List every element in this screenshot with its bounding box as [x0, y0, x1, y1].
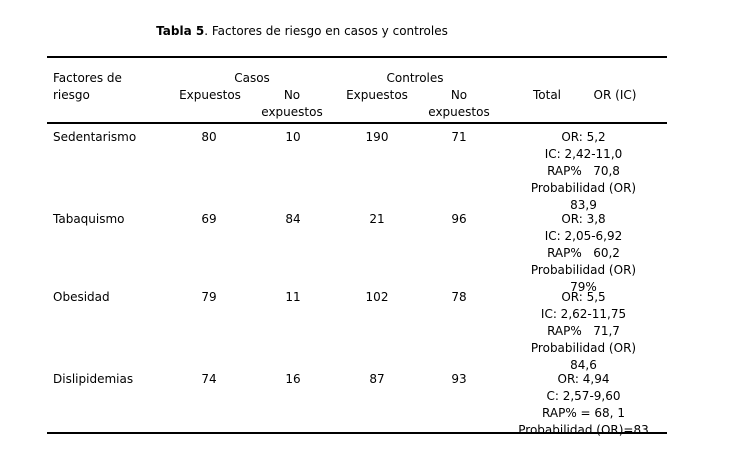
- or-ic-cell: OR: 5,5 IC: 2,62-11,75 RAP% 71,7 Probabi…: [500, 289, 667, 374]
- col-header-controles-no-expuestos: No expuestos: [428, 88, 490, 119]
- page-title: Tabla 5. Factores de riesgo en casos y c…: [0, 23, 604, 40]
- col-header-total: Total: [532, 88, 562, 102]
- col-group-header-casos: Casos: [234, 71, 270, 85]
- col-header-casos-expuestos: Expuestos: [179, 88, 241, 102]
- ic-stat-line: IC: 2,42-11,0: [544, 147, 623, 161]
- bottom-rule: [47, 432, 667, 434]
- controles-no-expuestos-cell: 93: [451, 372, 467, 386]
- ic-stat-line: IC: 2,62-11,75: [540, 307, 627, 321]
- probabilidad-stat-line: Probabilidad (OR): [530, 341, 637, 355]
- or-stat-line: OR: 4,94: [557, 372, 610, 386]
- table-row: Tabaquismo 69 84 21 96 OR: 3,8 IC: 2,05-…: [0, 211, 731, 294]
- col-header-factores-riesgo: Factores de riesgo: [53, 71, 122, 102]
- casos-no-expuestos-cell: 11: [285, 290, 301, 304]
- casos-expuestos-cell: 80: [201, 130, 217, 144]
- casos-no-expuestos-cell: 16: [285, 372, 301, 386]
- table-row: Sedentarismo 80 10 190 71 OR: 5,2 IC: 2,…: [0, 129, 731, 214]
- factor-cell: Tabaquismo: [53, 212, 125, 226]
- header-rule: [47, 122, 667, 124]
- table-number-label: Tabla 5: [156, 24, 205, 38]
- or-stat-line: OR: 3,8: [561, 212, 606, 226]
- table-row: Dislipidemias 74 16 87 93 OR: 4,94 C: 2,…: [0, 371, 731, 437]
- casos-expuestos-cell: 79: [201, 290, 217, 304]
- casos-expuestos-cell: 69: [201, 212, 217, 226]
- col-header-controles-expuestos: Expuestos: [346, 88, 408, 102]
- or-ic-cell: OR: 3,8 IC: 2,05-6,92 RAP% 60,2 Probabil…: [500, 211, 667, 296]
- probabilidad-value-line: 84,6: [570, 358, 597, 372]
- casos-no-expuestos-cell: 10: [285, 130, 301, 144]
- rap-stat-line: RAP% 60,2: [547, 246, 620, 260]
- top-rule: [47, 56, 667, 58]
- or-ic-cell: OR: 5,2 IC: 2,42-11,0 RAP% 70,8 Probabil…: [500, 129, 667, 214]
- controles-expuestos-cell: 102: [365, 290, 389, 304]
- casos-expuestos-cell: 74: [201, 372, 217, 386]
- controles-expuestos-cell: 190: [365, 130, 389, 144]
- rap-stat-line: RAP% = 68, 1: [542, 406, 625, 420]
- probabilidad-value-line: 79%: [570, 280, 597, 294]
- or-ic-cell: OR: 4,94 C: 2,57-9,60 RAP% = 68, 1 Proba…: [500, 371, 667, 439]
- factor-cell: Sedentarismo: [53, 130, 137, 144]
- ic-stat-line: IC: 2,05-6,92: [544, 229, 623, 243]
- controles-no-expuestos-cell: 78: [451, 290, 467, 304]
- casos-no-expuestos-cell: 84: [285, 212, 301, 226]
- ic-stat-line: C: 2,57-9,60: [546, 389, 621, 403]
- col-header-casos-no-expuestos: No expuestos: [261, 88, 323, 119]
- or-stat-line: OR: 5,5: [561, 290, 606, 304]
- table-title-text: . Factores de riesgo en casos y controle…: [204, 24, 448, 38]
- factor-cell: Dislipidemias: [53, 372, 134, 386]
- rap-stat-line: RAP% 71,7: [547, 324, 620, 338]
- or-stat-line: OR: 5,2: [561, 130, 606, 144]
- table-row: Obesidad 79 11 102 78 OR: 5,5 IC: 2,62-1…: [0, 289, 731, 374]
- controles-no-expuestos-cell: 71: [451, 130, 467, 144]
- factor-cell: Obesidad: [53, 290, 110, 304]
- controles-no-expuestos-cell: 96: [451, 212, 467, 226]
- controles-expuestos-cell: 21: [369, 212, 385, 226]
- probabilidad-stat-line: Probabilidad (OR): [530, 181, 637, 195]
- rap-stat-line: RAP% 70,8: [547, 164, 620, 178]
- probabilidad-stat-line: Probabilidad (OR)=83: [518, 423, 649, 437]
- probabilidad-stat-line: Probabilidad (OR): [530, 263, 637, 277]
- col-group-header-controles: Controles: [386, 71, 444, 85]
- probabilidad-value-line: 83,9: [570, 198, 597, 212]
- controles-expuestos-cell: 87: [369, 372, 385, 386]
- col-header-or-ic: OR (IC): [593, 88, 637, 102]
